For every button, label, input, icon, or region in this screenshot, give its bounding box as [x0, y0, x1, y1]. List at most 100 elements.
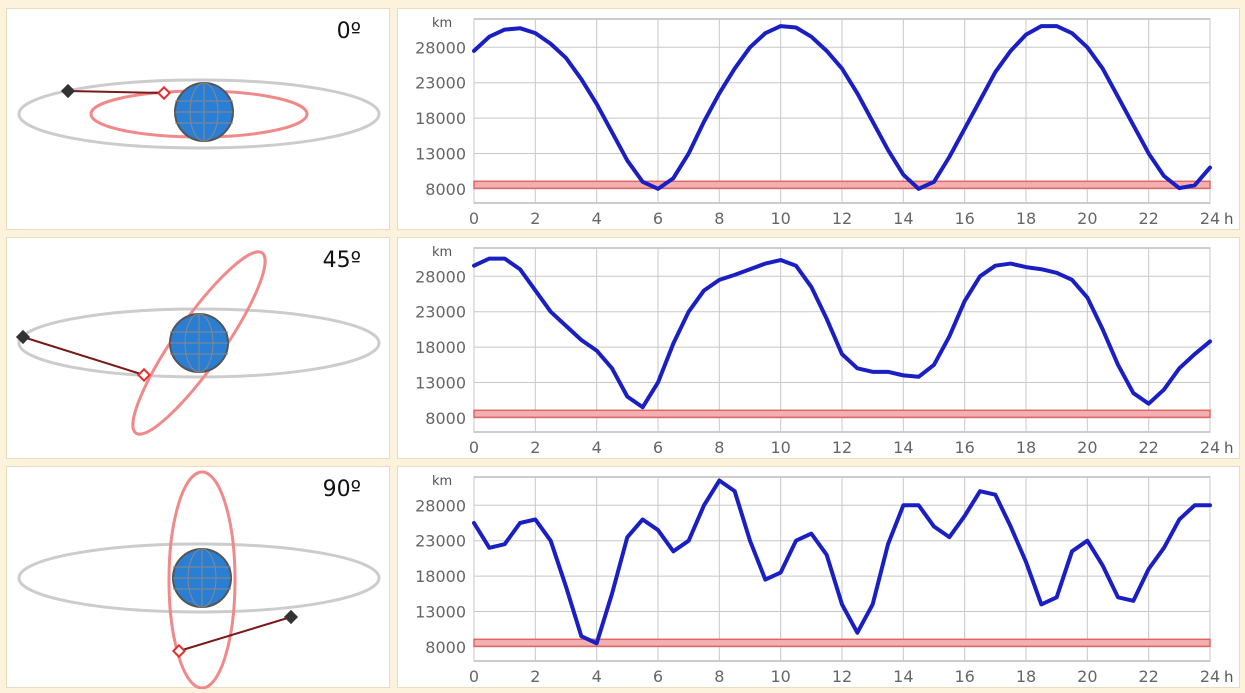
x-tick-label: 0 — [469, 438, 479, 457]
chart-panel-0deg: 0 2 4 6 8 10 12 14 16 18 20 22 24 8000 13000 18000 23000… — [397, 8, 1240, 230]
y-tick-label: 18000 — [415, 109, 466, 128]
equatorial-satellite-marker — [60, 83, 76, 99]
x-axis-unit: h — [1224, 439, 1234, 457]
x-tick-label: 8 — [714, 209, 724, 228]
x-tick-label: 4 — [592, 438, 602, 457]
satellite-link — [22, 336, 145, 376]
x-tick-label: 24 — [1200, 667, 1220, 686]
x-tick-label: 24 — [1200, 438, 1220, 457]
x-tick-label: 10 — [770, 667, 790, 686]
x-axis-unit: h — [1224, 668, 1234, 686]
chart-panel-90deg: 0 2 4 6 8 10 12 14 16 18 20 22 24 8000 13000 18000 23000… — [397, 466, 1240, 688]
earth-icon — [169, 313, 229, 373]
y-tick-label: 13000 — [415, 144, 466, 163]
inclination-label: 0º — [336, 19, 361, 44]
distance-chart-90deg: 0 2 4 6 8 10 12 14 16 18 20 22 248000130001800023000… — [415, 474, 1234, 686]
x-tick-label: 12 — [832, 667, 852, 686]
x-tick-label: 18 — [1016, 667, 1036, 686]
x-tick-label: 20 — [1077, 438, 1097, 457]
orbiting-satellite-marker — [136, 367, 152, 383]
x-tick-label: 22 — [1138, 438, 1158, 457]
y-tick-label: 28000 — [415, 267, 466, 286]
x-tick-label: 16 — [954, 209, 974, 228]
equatorial-orbit — [17, 307, 381, 379]
x-tick-label: 4 — [592, 667, 602, 686]
y-tick-label: 28000 — [415, 496, 466, 515]
x-tick-label: 10 — [770, 438, 790, 457]
x-tick-label: 18 — [1016, 209, 1036, 228]
x-tick-label: 6 — [653, 667, 663, 686]
threshold-band — [473, 638, 1211, 648]
y-tick-label: 23000 — [415, 532, 466, 551]
y-tick-label: 8000 — [425, 409, 466, 428]
y-tick-label: 13000 — [415, 373, 466, 392]
earth-icon — [172, 548, 232, 608]
x-tick-label: 2 — [530, 667, 540, 686]
x-tick-label: 16 — [954, 438, 974, 457]
y-tick-label: 13000 — [415, 602, 466, 621]
x-tick-label: 0 — [469, 209, 479, 228]
row-0deg: 0º 0 2 4 6 8 10 12 14 16 18 20 22 24 8000 13000 18000 23… — [0, 8, 1245, 230]
orbit-diagram-0deg: 0º — [6, 8, 390, 230]
satellite-orbit — [167, 470, 237, 690]
x-tick-label: 14 — [893, 438, 913, 457]
y-axis-unit: km — [432, 245, 452, 260]
row-90deg: 90º 0 2 4 6 8 10 12 14 16 18 20 22 24 8000 13000 18000 2… — [0, 466, 1245, 690]
equatorial-orbit — [17, 78, 381, 150]
distance-series-line — [472, 256, 1212, 410]
orbit-diagram-45deg: 45º — [6, 237, 390, 459]
distance-series-line — [472, 24, 1212, 191]
x-tick-label: 22 — [1138, 667, 1158, 686]
y-tick-label: 23000 — [415, 303, 466, 322]
satellite-link — [67, 90, 165, 94]
orbit-svg-90deg — [17, 470, 381, 690]
equatorial-orbit — [17, 542, 381, 614]
inclination-label: 45º — [322, 248, 361, 273]
x-tick-label: 6 — [653, 438, 663, 457]
x-tick-label: 8 — [714, 667, 724, 686]
x-tick-label: 8 — [714, 438, 724, 457]
threshold-band — [473, 180, 1211, 190]
distance-chart-0deg: 0 2 4 6 8 10 12 14 16 18 20 22 248000130001800023000… — [415, 16, 1234, 228]
inclination-label: 90º — [322, 477, 361, 502]
orbiting-satellite-marker — [171, 643, 187, 659]
x-tick-label: 22 — [1138, 209, 1158, 228]
x-tick-label: 14 — [893, 209, 913, 228]
y-tick-label: 28000 — [415, 38, 466, 57]
orbit-diagram-90deg: 90º — [6, 466, 390, 690]
orbiting-satellite-marker — [156, 85, 172, 101]
y-tick-label: 23000 — [415, 74, 466, 93]
x-axis-unit: h — [1224, 210, 1234, 228]
earth-icon — [174, 82, 234, 142]
x-tick-label: 16 — [954, 667, 974, 686]
chart-panel-45deg: 0 2 4 6 8 10 12 14 16 18 20 22 24 8000 13000 18000 23000… — [397, 237, 1240, 459]
y-tick-label: 8000 — [425, 180, 466, 199]
orbit-svg-45deg — [15, 250, 381, 436]
x-tick-label: 2 — [530, 209, 540, 228]
y-tick-label: 8000 — [425, 638, 466, 657]
x-tick-label: 14 — [893, 667, 913, 686]
x-tick-label: 2 — [530, 438, 540, 457]
satellite-link — [178, 616, 292, 652]
x-tick-label: 6 — [653, 209, 663, 228]
y-axis-unit: km — [432, 474, 452, 489]
x-tick-label: 10 — [770, 209, 790, 228]
equatorial-satellite-marker — [15, 329, 31, 345]
distance-chart-45deg: 0 2 4 6 8 10 12 14 16 18 20 22 248000130001800023000… — [415, 245, 1234, 457]
orbit-svg-0deg — [17, 78, 381, 150]
equatorial-satellite-marker — [283, 609, 299, 625]
row-45deg: 45º 0 2 4 6 8 10 12 14 16 18 20 22 24 8000 13000 18000 2… — [0, 237, 1245, 459]
y-tick-label: 18000 — [415, 567, 466, 586]
x-tick-label: 12 — [832, 438, 852, 457]
x-tick-label: 4 — [592, 209, 602, 228]
x-tick-label: 0 — [469, 667, 479, 686]
x-tick-label: 12 — [832, 209, 852, 228]
y-axis-unit: km — [432, 16, 452, 31]
threshold-band — [473, 409, 1211, 419]
x-tick-label: 18 — [1016, 438, 1036, 457]
x-tick-label: 24 — [1200, 209, 1220, 228]
distance-series-line — [472, 478, 1212, 646]
x-tick-label: 20 — [1077, 209, 1097, 228]
y-tick-label: 18000 — [415, 338, 466, 357]
x-tick-label: 20 — [1077, 667, 1097, 686]
